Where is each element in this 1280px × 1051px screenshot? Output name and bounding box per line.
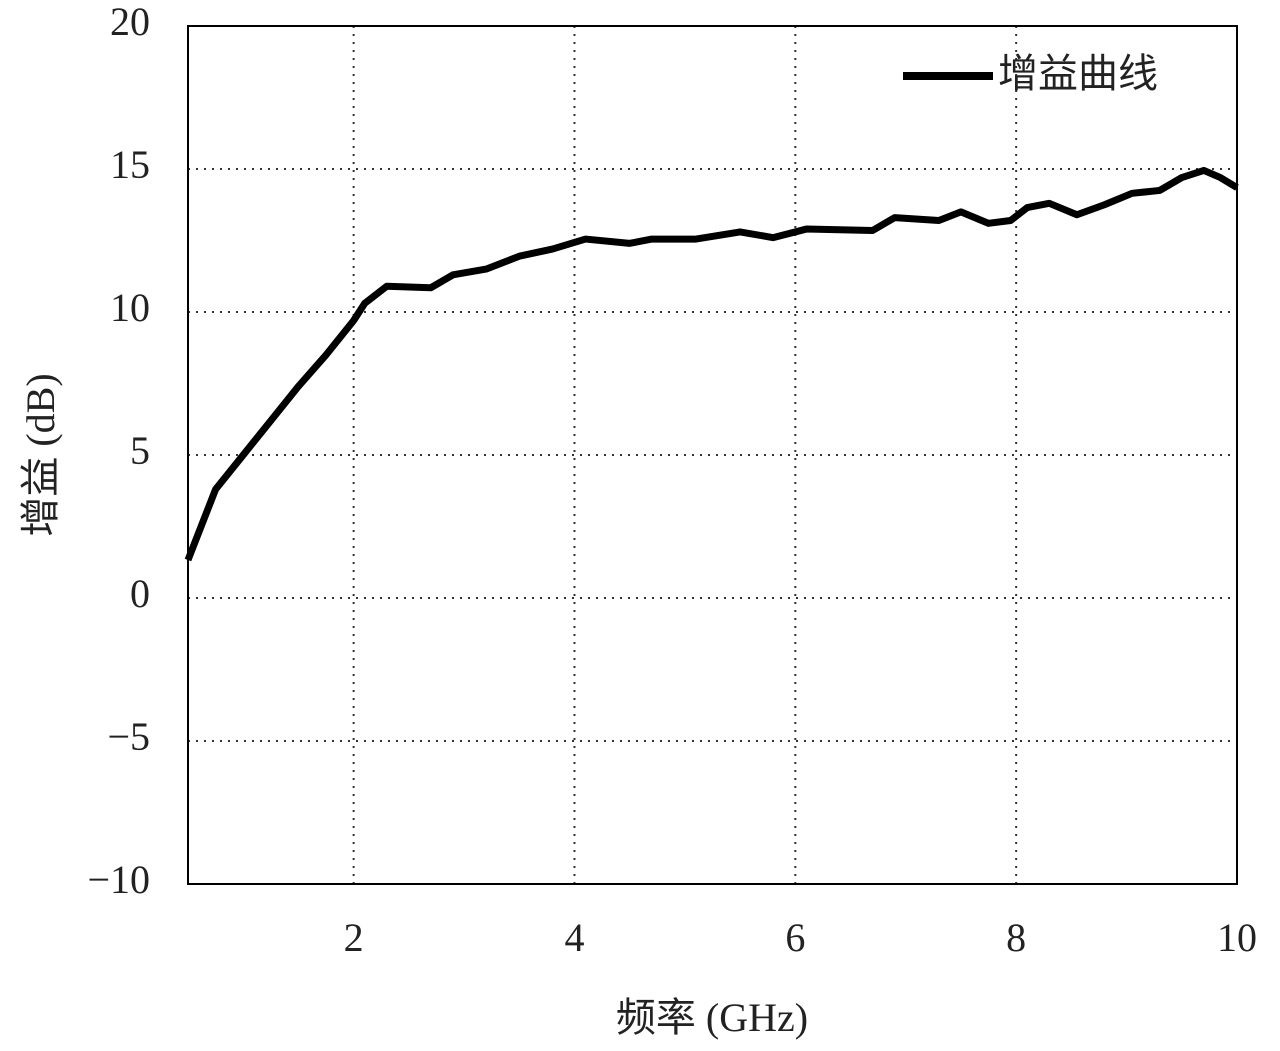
x-tick-label: 8 (1006, 915, 1026, 960)
data-line (184, 166, 1239, 562)
y-axis-label: 增益 (dB) (18, 373, 63, 536)
y-tick-label: −5 (107, 714, 150, 759)
x-tick-label: 10 (1217, 915, 1257, 960)
x-axis-label: 频率 (GHz) (616, 995, 808, 1040)
y-tick-label: 20 (110, 0, 150, 44)
x-tick-label: 2 (344, 915, 364, 960)
plot-frame (187, 25, 1238, 885)
y-tick-label: 0 (130, 571, 150, 616)
x-tick-label: 6 (785, 915, 805, 960)
y-tick-label: 15 (110, 142, 150, 187)
y-tick-label: −10 (87, 857, 150, 902)
y-tick-label: 10 (110, 285, 150, 330)
legend-label: 增益曲线 (998, 51, 1158, 96)
x-tick-label: 4 (564, 915, 584, 960)
y-tick-label: 5 (130, 428, 150, 473)
